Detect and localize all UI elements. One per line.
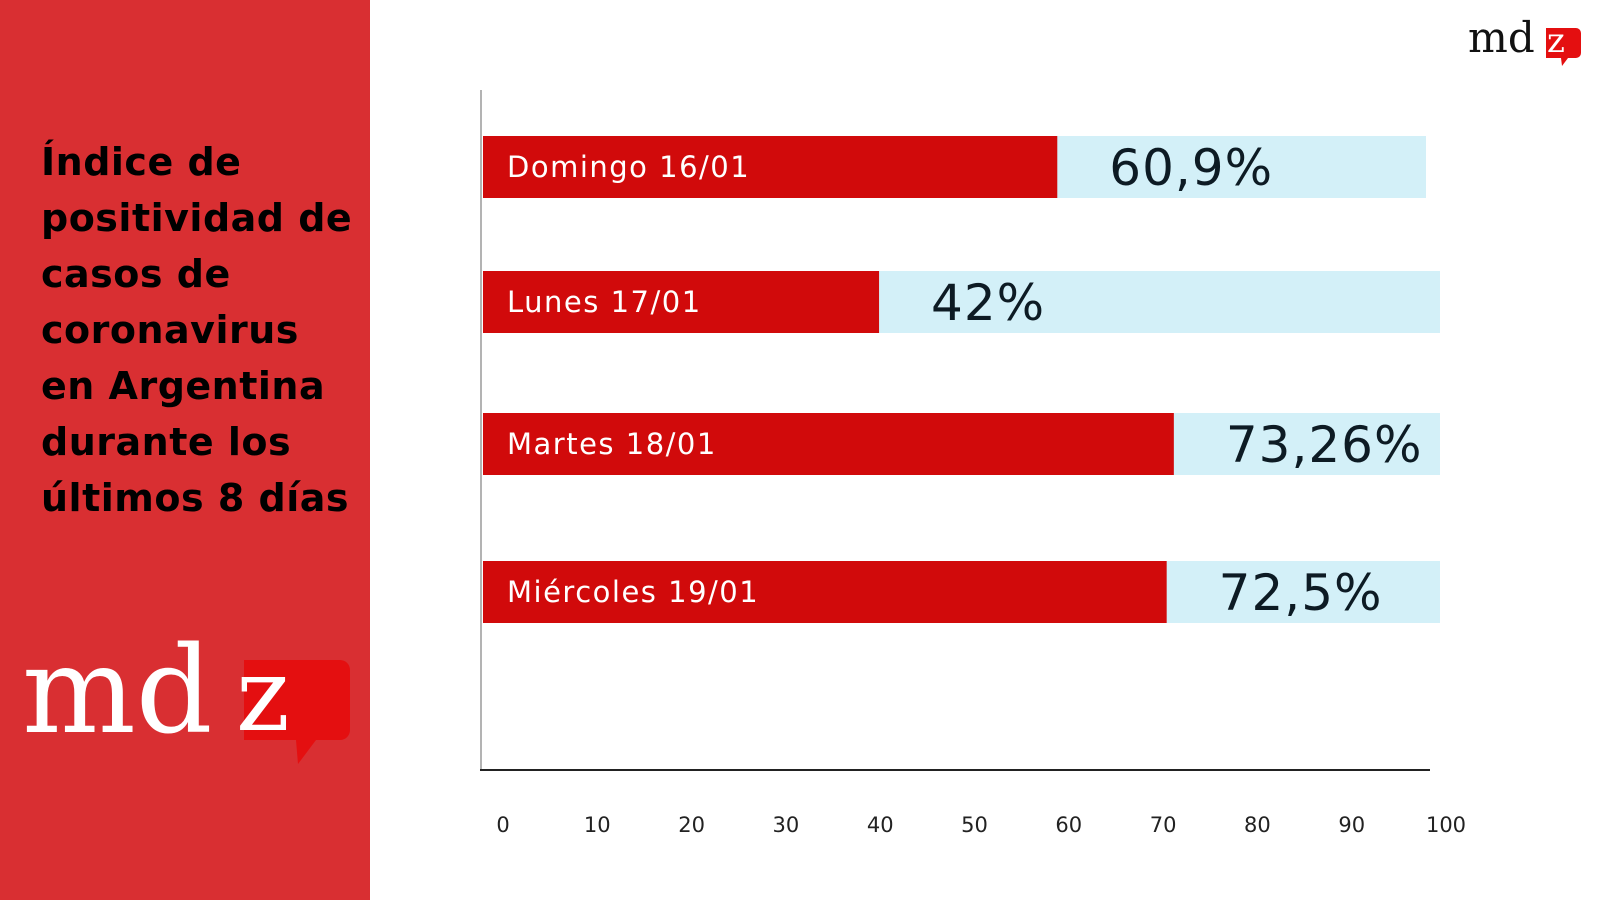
x-tick-label: 70 [1150, 813, 1177, 837]
mdz-logo-large: md z [22, 622, 350, 764]
bar-category-label: Lunes 17/01 [507, 285, 702, 319]
bar-value-label: 73,26% [1226, 416, 1423, 474]
speech-bubble-icon [244, 660, 350, 764]
x-tick-label: 100 [1426, 813, 1466, 837]
bar [483, 413, 1174, 475]
x-tick-label: 40 [867, 813, 894, 837]
x-tick-label: 10 [584, 813, 611, 837]
speech-bubble-icon [1546, 28, 1581, 66]
sidebar: Índice de positividad de casos de corona… [0, 0, 370, 900]
bar-category-label: Martes 18/01 [507, 427, 717, 461]
bar-category-label: Miércoles 19/01 [507, 575, 759, 609]
x-tick-label: 60 [1055, 813, 1082, 837]
logo-z-text: z [236, 636, 290, 755]
bar-value-label: 42% [931, 274, 1045, 332]
logo-md-text: md [22, 622, 213, 761]
bar [483, 136, 1058, 198]
bar [483, 561, 1167, 623]
x-tick-label: 30 [773, 813, 800, 837]
x-tick-label: 0 [496, 813, 509, 837]
x-tick-label: 90 [1338, 813, 1365, 837]
x-tick-label: 20 [678, 813, 705, 837]
mdz-logo-small: md z [1468, 14, 1581, 66]
bar [483, 271, 880, 333]
x-tick-label: 50 [961, 813, 988, 837]
bar-category-label: Domingo 16/01 [507, 150, 750, 184]
x-tick-label: 80 [1244, 813, 1271, 837]
bar-value-label: 60,9% [1109, 139, 1273, 197]
bar-value-label: 72,5% [1219, 564, 1383, 622]
chart-title: Índice de positividad de casos de corona… [41, 140, 353, 520]
logo-z-text: z [1547, 21, 1565, 61]
logo-md-text: md [1468, 14, 1535, 62]
